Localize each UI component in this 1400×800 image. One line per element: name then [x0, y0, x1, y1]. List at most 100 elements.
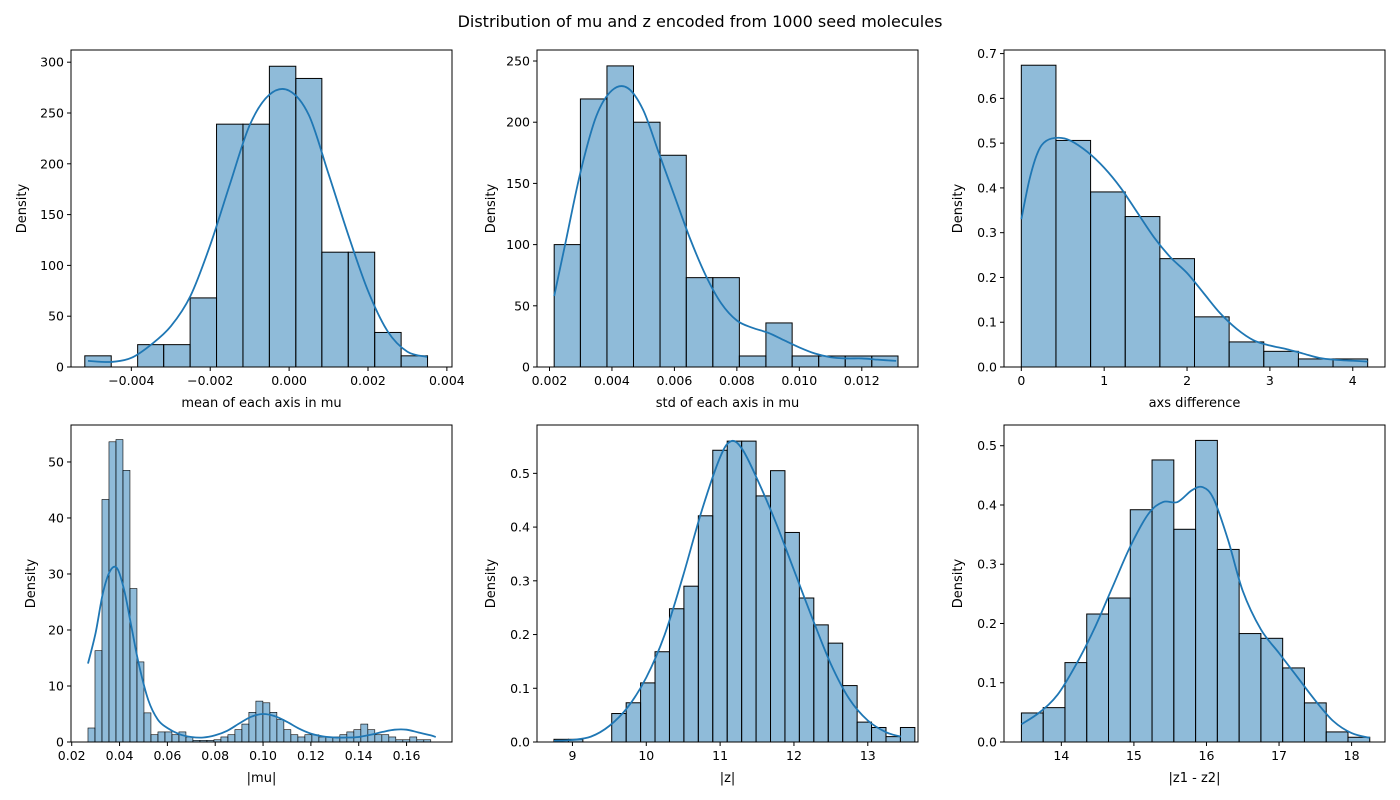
x-tick-label: 0.12 [297, 748, 325, 763]
histogram-bar [1194, 316, 1230, 368]
histogram-bar [400, 355, 429, 368]
y-tick-label: 50 [514, 298, 530, 313]
y-tick-label: 0 [56, 735, 64, 750]
x-tick-label: −0.004 [108, 373, 154, 388]
y-tick-label: 30 [48, 566, 64, 581]
histogram-bar [94, 650, 103, 743]
x-axis-label: axs difference [1149, 396, 1241, 411]
y-tick-label: 0.2 [510, 627, 530, 642]
y-tick-label: 0.3 [977, 225, 997, 240]
histogram-bar [262, 702, 271, 743]
subplot-5: 9 10 11 12 13 0.0 0.1 0.2 0.3 0.4 0.5 |z| Density [484, 424, 919, 786]
x-tick-label: 0.14 [345, 748, 373, 763]
y-tick-label: 0 [522, 360, 530, 375]
histogram-bar [360, 723, 369, 743]
y-axis-label: Density [484, 558, 499, 608]
histogram-bar [374, 331, 402, 368]
histogram-bar [712, 277, 740, 368]
x-tick-label: 9 [568, 748, 576, 763]
histogram-bar [143, 712, 152, 743]
y-axis-label: Density [24, 558, 39, 608]
x-tick-label: 15 [1126, 748, 1142, 763]
histogram-bar [234, 729, 243, 743]
histogram-bar [304, 734, 313, 743]
x-tick-label: 1 [1100, 373, 1108, 388]
kde-line [1020, 485, 1370, 739]
histogram-bar [765, 322, 793, 368]
x-tick-label: 0.002 [350, 373, 386, 388]
histogram-bar [164, 731, 173, 743]
x-tick-label: 0.000 [271, 373, 307, 388]
histogram-bar [1090, 191, 1126, 368]
y-tick-label: 250 [40, 105, 64, 120]
y-tick-label: 0.4 [977, 497, 997, 512]
histogram-bar [1228, 341, 1265, 368]
y-tick-label: 0.5 [977, 136, 997, 151]
y-tick-label: 0.6 [977, 91, 997, 106]
histogram-bar [87, 727, 96, 743]
histogram-bar [741, 440, 757, 743]
x-tick-label: 16 [1199, 748, 1215, 763]
subplot-6: 14 15 16 17 18 0.0 0.1 0.2 0.3 0.4 0.5 |z1 - z2| Den… [951, 424, 1386, 786]
subplot-3: 0 1 2 3 4 0.0 0.1 0.2 0.3 0.4 0.5 0.6 0.7 axs differe… [951, 46, 1386, 411]
x-tick-label: 0.004 [429, 373, 465, 388]
x-tick-label: 3 [1266, 373, 1274, 388]
x-tick-label: 14 [1053, 748, 1069, 763]
histogram-bar [632, 121, 661, 368]
histogram-bar [798, 597, 815, 743]
y-tick-label: 0.3 [977, 557, 997, 572]
x-tick-label: −0.002 [187, 373, 233, 388]
x-tick-label: 0.02 [58, 748, 86, 763]
histogram-bar [606, 65, 634, 368]
y-tick-label: 100 [40, 258, 64, 273]
histogram-bar [276, 719, 285, 743]
histogram-bar [1055, 139, 1092, 368]
histogram-bar [283, 729, 292, 743]
axes-frame [70, 424, 453, 743]
y-tick-label: 100 [506, 237, 530, 252]
x-axis-label: std of each axis in mu [656, 396, 799, 411]
histogram-bar [178, 731, 187, 743]
x-tick-label: 18 [1344, 748, 1360, 763]
y-tick-label: 0.0 [510, 735, 530, 750]
y-tick-label: 0.0 [977, 735, 997, 750]
histogram-bar [388, 736, 397, 743]
kde-line [553, 85, 897, 362]
histogram-bar [115, 439, 124, 743]
subplot-4: 0.02 0.04 0.06 0.08 0.10 0.12 0.14 0.16 0 10 20 30 4… [24, 424, 453, 786]
histogram-bar [347, 251, 376, 368]
histogram-bar [108, 441, 117, 743]
y-tick-label: 200 [506, 115, 530, 130]
histogram-bar [697, 515, 714, 743]
axes-frame [1003, 424, 1386, 743]
histogram-bar [157, 731, 166, 743]
x-tick-label: 4 [1349, 373, 1357, 388]
y-tick-label: 0.4 [510, 520, 530, 535]
y-tick-label: 0.2 [977, 616, 997, 631]
histogram-bar [842, 685, 858, 743]
histogram-bar [1159, 258, 1196, 368]
x-tick-label: 0.012 [844, 373, 880, 388]
histogram-bar [318, 736, 327, 743]
histogram-bar [1042, 707, 1066, 743]
histogram-bar [625, 702, 642, 743]
x-tick-label: 12 [786, 748, 802, 763]
kde-line [1020, 136, 1368, 363]
histogram-bar [409, 736, 418, 743]
x-tick-label: 2 [1183, 373, 1191, 388]
histogram-bar [242, 123, 270, 368]
histogram-bar [1282, 667, 1305, 743]
kde-line [87, 88, 428, 363]
histogram-bar [295, 77, 323, 368]
histogram-bar [220, 736, 229, 743]
histogram-bar [685, 277, 714, 368]
histogram-bars [1020, 439, 1371, 743]
histogram-bar [654, 651, 670, 743]
y-tick-label: 0.4 [977, 180, 997, 195]
y-tick-label: 0.7 [977, 46, 997, 61]
histogram-bar [268, 65, 297, 368]
histogram-bar [101, 499, 110, 743]
x-axis-label: mean of each axis in mu [181, 396, 341, 411]
y-tick-label: 0.0 [977, 360, 997, 375]
